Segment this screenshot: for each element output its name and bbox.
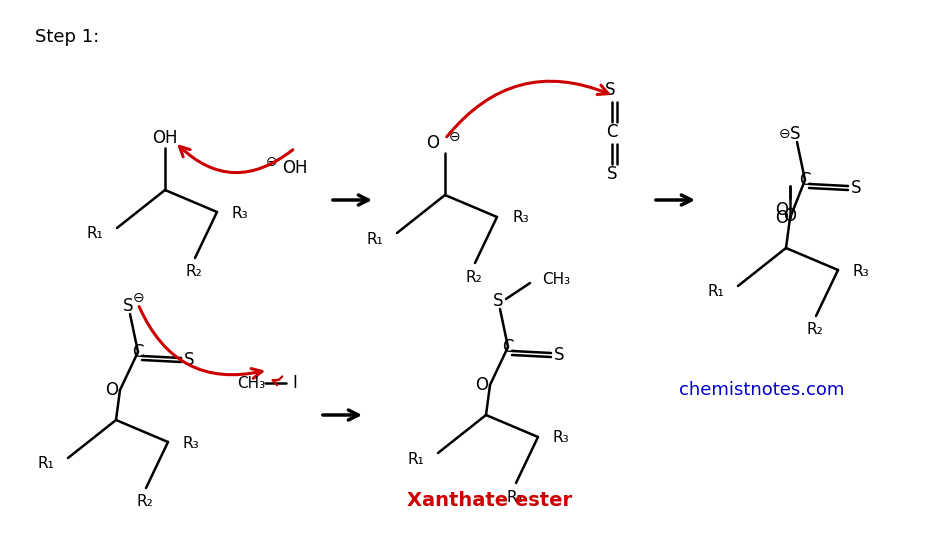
Text: ⊖: ⊖ bbox=[266, 155, 278, 169]
Text: R₃: R₃ bbox=[552, 430, 569, 445]
Text: R₃: R₃ bbox=[183, 435, 199, 451]
Text: O: O bbox=[774, 201, 787, 219]
Text: R₂: R₂ bbox=[186, 265, 202, 279]
Text: O: O bbox=[783, 207, 796, 225]
Text: R₁: R₁ bbox=[366, 232, 383, 247]
Text: S: S bbox=[850, 179, 861, 197]
Text: Step 1:: Step 1: bbox=[35, 28, 99, 46]
Text: OH: OH bbox=[282, 159, 307, 177]
Text: O: O bbox=[426, 134, 439, 152]
Text: O: O bbox=[774, 209, 787, 227]
Text: R₂: R₂ bbox=[506, 490, 523, 505]
Text: CH₃: CH₃ bbox=[237, 376, 265, 390]
Text: R₃: R₃ bbox=[852, 264, 869, 278]
Text: R₂: R₂ bbox=[805, 322, 823, 338]
Text: R₁: R₁ bbox=[407, 451, 424, 467]
Text: chemistnotes.com: chemistnotes.com bbox=[679, 381, 843, 399]
Text: R₃: R₃ bbox=[511, 210, 528, 226]
Text: R₂: R₂ bbox=[466, 270, 482, 284]
Text: S: S bbox=[184, 351, 194, 369]
Text: S: S bbox=[492, 292, 503, 310]
Text: ⊖: ⊖ bbox=[779, 127, 790, 141]
Text: C: C bbox=[132, 343, 144, 361]
Text: R₁: R₁ bbox=[706, 284, 724, 300]
Text: R₁: R₁ bbox=[37, 457, 54, 472]
Text: ⊖: ⊖ bbox=[448, 130, 460, 144]
Text: C: C bbox=[799, 171, 810, 189]
Text: I: I bbox=[291, 374, 297, 392]
Text: C: C bbox=[502, 338, 513, 356]
Text: S: S bbox=[123, 297, 133, 315]
Text: ⊖: ⊖ bbox=[133, 291, 145, 305]
Text: OH: OH bbox=[152, 129, 178, 147]
Text: S: S bbox=[789, 125, 800, 143]
Text: R₁: R₁ bbox=[87, 227, 103, 242]
Text: C: C bbox=[605, 123, 617, 141]
Text: Xanthate ester: Xanthate ester bbox=[407, 490, 572, 509]
Text: R₂: R₂ bbox=[136, 495, 153, 509]
Text: O: O bbox=[474, 376, 487, 394]
Text: R₃: R₃ bbox=[231, 205, 248, 221]
Text: O: O bbox=[105, 381, 118, 399]
Text: S: S bbox=[605, 81, 615, 99]
Text: S: S bbox=[553, 346, 564, 364]
Text: CH₃: CH₃ bbox=[542, 272, 569, 287]
Text: S: S bbox=[606, 165, 617, 183]
